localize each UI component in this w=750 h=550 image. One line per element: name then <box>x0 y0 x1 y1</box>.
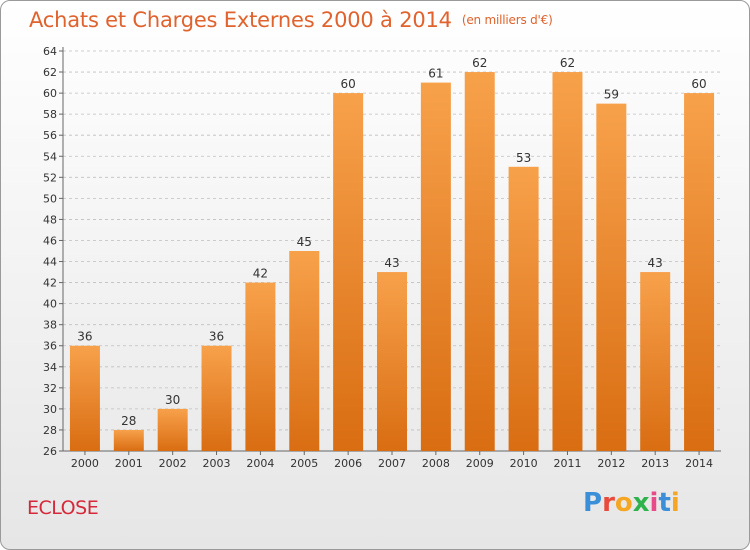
bar-2012 <box>596 103 627 451</box>
bar-2011 <box>552 72 583 451</box>
y-tick-label: 34 <box>43 361 57 374</box>
y-tick-label: 56 <box>43 129 57 142</box>
x-tick-label: 2009 <box>466 457 494 470</box>
bar-value-label: 36 <box>209 330 224 344</box>
logo-letter: P <box>583 488 603 518</box>
bar-2001 <box>113 429 144 451</box>
y-tick-label: 60 <box>43 87 57 100</box>
logo-letter: o <box>614 488 633 518</box>
proxiti-logo: Proxiti <box>583 488 680 518</box>
labels: 26 28 30 32 34 36 38 40 42 44 46 48 50 52 54 56 58 60 62 64… <box>43 45 713 470</box>
bar-2004 <box>245 282 276 451</box>
x-tick-label: 2008 <box>422 457 450 470</box>
x-tick-label: 2002 <box>159 457 187 470</box>
bar-2010 <box>508 166 539 451</box>
bar-value-label: 53 <box>516 151 531 165</box>
logo-letter: i <box>670 488 680 518</box>
logo-letter: i <box>649 488 659 518</box>
chart-title-text: Achats et Charges Externes 2000 à 2014 <box>29 8 452 32</box>
y-tick-label: 44 <box>43 256 57 269</box>
y-tick-label: 36 <box>43 340 57 353</box>
bars <box>69 72 715 452</box>
bar-2014 <box>684 93 715 452</box>
bar-value-label: 45 <box>297 235 312 249</box>
bar-value-label: 30 <box>165 393 180 407</box>
y-tick-label: 40 <box>43 298 57 311</box>
y-tick-label: 50 <box>43 192 57 205</box>
x-tick-label: 2004 <box>246 457 274 470</box>
x-tick-label: 2014 <box>685 457 713 470</box>
x-tick-label: 2005 <box>290 457 318 470</box>
bar-value-label: 36 <box>77 330 92 344</box>
bar-2003 <box>201 345 232 451</box>
bar-2005 <box>289 251 320 451</box>
y-tick-label: 32 <box>43 382 57 395</box>
y-tick-label: 48 <box>43 213 57 226</box>
bar-2007 <box>377 272 407 451</box>
x-tick-label: 2012 <box>597 457 625 470</box>
y-tick-label: 58 <box>43 108 57 121</box>
bar-value-label: 59 <box>604 88 619 102</box>
bar-value-label: 28 <box>121 414 136 428</box>
bar-value-label: 43 <box>384 256 399 270</box>
bar-value-label: 42 <box>253 267 268 281</box>
x-tick-label: 2010 <box>510 457 538 470</box>
x-tick-label: 2000 <box>71 457 99 470</box>
chart-title: Achats et Charges Externes 2000 à 2014 (e… <box>29 8 553 32</box>
y-tick-label: 42 <box>43 277 57 290</box>
x-tick-label: 2011 <box>553 457 581 470</box>
bar-2000 <box>69 345 100 451</box>
y-tick-label: 64 <box>43 45 57 58</box>
logo-letter: t <box>658 488 671 518</box>
bar-2008 <box>420 82 451 451</box>
y-tick-label: 62 <box>43 66 57 79</box>
logo-letter: r <box>602 488 615 518</box>
y-tick-label: 54 <box>43 150 57 163</box>
x-tick-label: 2013 <box>641 457 669 470</box>
logo-letter: x <box>632 488 650 518</box>
bar-value-label: 62 <box>560 56 575 70</box>
bar-value-label: 60 <box>340 77 355 91</box>
x-tick-label: 2007 <box>378 457 406 470</box>
bar-2002 <box>157 408 188 451</box>
chart-subtitle: (en milliers d'€) <box>461 13 553 27</box>
bar-value-label: 61 <box>428 67 443 81</box>
bar-value-label: 62 <box>472 56 487 70</box>
y-tick-label: 26 <box>43 445 57 458</box>
bar-value-label: 43 <box>648 256 663 270</box>
bar-2013 <box>640 272 671 451</box>
x-tick-label: 2001 <box>115 457 143 470</box>
y-tick-label: 38 <box>43 319 57 332</box>
y-tick-label: 30 <box>43 403 57 416</box>
place-name: ECLOSE <box>27 497 99 519</box>
bar-value-label: 60 <box>691 77 706 91</box>
x-tick-label: 2006 <box>334 457 362 470</box>
y-tick-label: 52 <box>43 171 57 184</box>
bar-2006 <box>333 93 364 452</box>
y-tick-label: 28 <box>43 424 57 437</box>
y-tick-label: 46 <box>43 234 57 247</box>
bar-2009 <box>464 72 495 451</box>
x-tick-label: 2003 <box>203 457 231 470</box>
